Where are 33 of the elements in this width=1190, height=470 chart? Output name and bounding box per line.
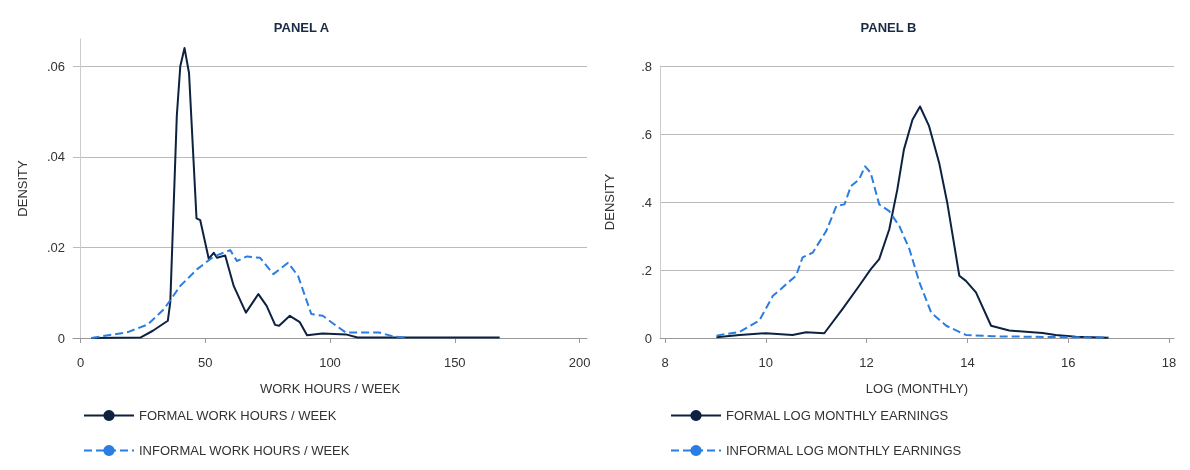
line-series <box>715 105 1110 339</box>
x-tick-label: 100 <box>319 355 341 370</box>
x-tick-label: 8 <box>661 355 669 370</box>
x-tick-label: 10 <box>758 355 774 370</box>
y-tick-label: .4 <box>641 194 652 210</box>
y-axis-title: DENSITY <box>15 160 30 217</box>
chart-title: PANEL B <box>860 20 917 35</box>
x-axis-title: WORK HOURS / WEEK <box>259 381 401 396</box>
y-tick-label: .8 <box>641 58 652 74</box>
y-tick-label: 0 <box>644 330 652 346</box>
x-tick-label: 150 <box>443 355 466 370</box>
legend-label: FORMAL WORK HOURS / WEEK <box>139 408 337 423</box>
y-tick-label: .02 <box>46 239 65 255</box>
x-tick-label: 18 <box>1161 355 1177 370</box>
x-tick-label: 50 <box>198 355 213 370</box>
legend-label: FORMAL LOG MONTHLY EARNINGS <box>726 408 949 423</box>
x-tick-label: 14 <box>960 355 975 370</box>
line-series <box>90 249 406 339</box>
chart-title: PANEL A <box>273 20 330 35</box>
x-tick-label: 12 <box>859 355 874 370</box>
y-tick-label: .04 <box>46 149 65 165</box>
y-tick-label: 0 <box>57 330 65 346</box>
y-tick-label: .2 <box>641 262 652 278</box>
line-series <box>90 47 501 339</box>
y-tick-label: .6 <box>641 126 652 142</box>
x-tick-label: 0 <box>76 355 85 370</box>
legend-label: INFORMAL WORK HOURS / WEEK <box>139 443 350 458</box>
y-tick-label: .06 <box>46 58 65 74</box>
x-tick-label: 16 <box>1060 355 1076 370</box>
y-axis-title: DENSITY <box>602 173 617 231</box>
x-tick-label: 200 <box>568 355 591 370</box>
x-axis-title: LOG (MONTHLY) <box>865 381 969 396</box>
legend-label: INFORMAL LOG MONTHLY EARNINGS <box>726 443 962 458</box>
